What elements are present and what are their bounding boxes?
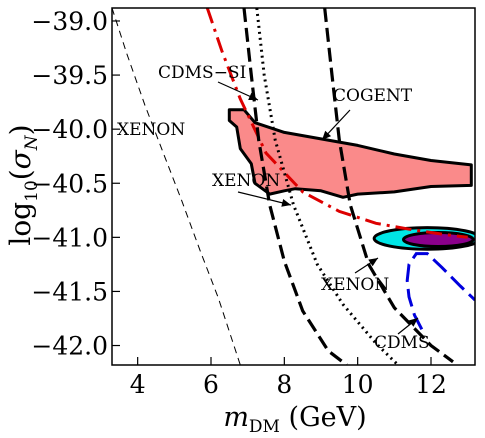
region-0 xyxy=(227,108,473,199)
y-tick-label: −40.0 xyxy=(31,115,108,144)
series-line-3 xyxy=(242,8,348,365)
y-tick-label: −39.5 xyxy=(31,61,108,90)
y-tick-label: −39.0 xyxy=(31,7,108,36)
annotation-label: CDMS−SI xyxy=(158,63,246,83)
series-line-2 xyxy=(255,8,400,365)
annotation-label: CDMS xyxy=(374,333,430,353)
annotation-arrow xyxy=(237,191,292,206)
annotation-label: XENON xyxy=(321,275,389,295)
annotation-arrowhead xyxy=(322,130,332,140)
annotation-label: XENON xyxy=(117,120,185,140)
plot-frame xyxy=(111,7,476,366)
y-tick-label: −42.0 xyxy=(31,332,108,361)
series-line-0 xyxy=(112,8,241,365)
y-tick-label: −41.0 xyxy=(31,223,108,252)
axes: 4 6 8 10 12 −39.0 −39.5 −40.0 −40.5 −41.0 −41.5 −42… xyxy=(31,7,476,399)
annotation-arrowhead xyxy=(368,258,378,267)
x-tick-label: 12 xyxy=(415,370,447,399)
x-tick-label: 4 xyxy=(130,370,146,399)
y-tick-label: −40.5 xyxy=(31,169,108,198)
annotations: CDMS−SI COGENT XENON XENON XENON CDMS xyxy=(117,63,430,353)
annotation-arrowhead xyxy=(248,92,258,100)
series-line-5 xyxy=(405,252,475,330)
plot-area xyxy=(227,108,475,251)
annotation-label: COGENT xyxy=(333,86,413,106)
series-layer xyxy=(112,8,475,365)
annotation-arrowhead xyxy=(281,198,291,207)
x-tick-label: 6 xyxy=(203,370,219,399)
annotation-arrowhead xyxy=(408,318,418,327)
y-axis-label: log10(σN) xyxy=(4,124,42,245)
series-line-4 xyxy=(323,8,454,364)
x-tick-label: 10 xyxy=(342,370,374,399)
x-tick-label: 8 xyxy=(276,370,292,399)
series-line-1 xyxy=(205,8,468,239)
x-axis-label: mDM (GeV) xyxy=(223,402,366,437)
y-tick-label: −41.5 xyxy=(31,277,108,306)
annotation-label: XENON xyxy=(212,171,280,191)
